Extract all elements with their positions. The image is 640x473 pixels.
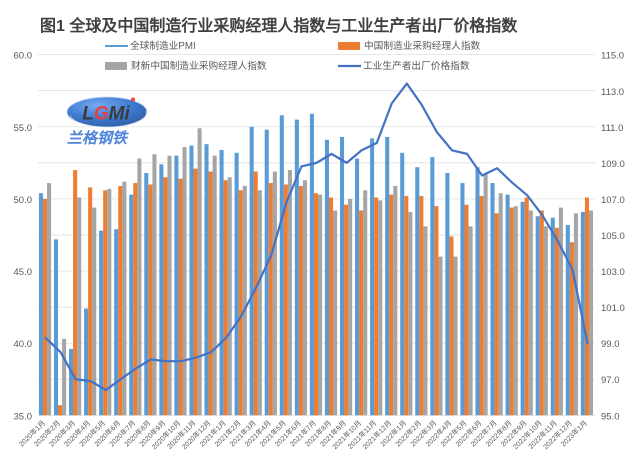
svg-text:97.0: 97.0	[601, 375, 620, 386]
svg-text:103.0: 103.0	[601, 267, 625, 278]
svg-text:115.0: 115.0	[601, 51, 624, 62]
svg-text:113.0: 113.0	[601, 87, 624, 98]
svg-text:111.0: 111.0	[601, 123, 623, 134]
svg-text:95.0: 95.0	[601, 411, 620, 422]
svg-text:60.0: 60.0	[14, 51, 33, 62]
svg-text:40.0: 40.0	[14, 339, 33, 350]
svg-text:50.0: 50.0	[14, 195, 33, 206]
svg-text:99.0: 99.0	[601, 339, 620, 350]
svg-text:35.0: 35.0	[14, 411, 33, 422]
svg-text:工业生产者出厂价格指数: 工业生产者出厂价格指数	[363, 59, 470, 72]
svg-text:55.0: 55.0	[14, 123, 33, 134]
svg-text:兰格钢铁: 兰格钢铁	[67, 130, 129, 147]
svg-text:全球制造业PMI: 全球制造业PMI	[130, 39, 196, 52]
svg-text:财新中国制造业采购经理人指数: 财新中国制造业采购经理人指数	[131, 59, 267, 72]
svg-text:107.0: 107.0	[601, 195, 625, 206]
svg-text:109.0: 109.0	[601, 159, 625, 170]
svg-text:LGMi: LGMi	[82, 104, 130, 125]
svg-text:45.0: 45.0	[14, 267, 33, 278]
svg-text:101.0: 101.0	[601, 303, 625, 314]
svg-text:105.0: 105.0	[601, 231, 625, 242]
svg-text:中国制造业采购经理人指数: 中国制造业采购经理人指数	[364, 39, 481, 52]
